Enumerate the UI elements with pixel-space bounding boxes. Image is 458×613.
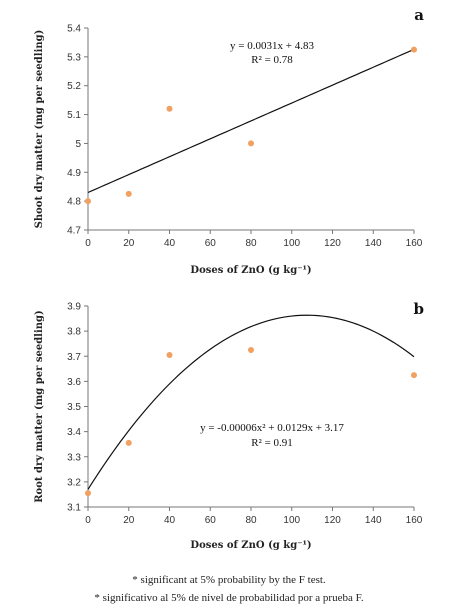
data-point bbox=[125, 439, 132, 446]
x-tick-label: 80 bbox=[245, 515, 257, 526]
y-tick-label: 3.7 bbox=[67, 352, 81, 363]
regression-equation: y = 0.0031x + 4.83 bbox=[230, 40, 314, 52]
data-point bbox=[411, 46, 417, 53]
x-tick-label: 140 bbox=[365, 515, 382, 526]
y-axis-title: Root dry matter (mg per seedling) bbox=[34, 310, 45, 503]
x-tick-label: 120 bbox=[324, 515, 341, 526]
x-tick-label: 160 bbox=[406, 238, 423, 249]
r-squared: R² = 0.91 bbox=[251, 437, 293, 449]
x-tick-label: 60 bbox=[205, 515, 217, 526]
data-point bbox=[125, 190, 132, 197]
y-tick-label: 5.3 bbox=[67, 52, 81, 63]
x-tick-label: 20 bbox=[123, 515, 135, 526]
y-tick-label: 4.7 bbox=[67, 226, 81, 237]
x-tick-label: 160 bbox=[406, 515, 423, 526]
footnote-spanish: * significativo al 5% de nivel de probab… bbox=[94, 592, 364, 604]
data-point bbox=[85, 198, 91, 205]
data-point bbox=[248, 346, 254, 353]
y-tick-label: 3.3 bbox=[67, 452, 81, 463]
data-point bbox=[166, 351, 173, 358]
data-point bbox=[248, 140, 254, 147]
data-point bbox=[411, 372, 417, 379]
y-tick-label: 5 bbox=[75, 139, 81, 150]
y-tick-label: 5.1 bbox=[67, 110, 81, 121]
y-tick-label: 3.8 bbox=[67, 327, 81, 338]
x-tick-label: 80 bbox=[245, 238, 257, 249]
y-tick-label: 3.1 bbox=[67, 503, 81, 514]
r-squared: R² = 0.78 bbox=[251, 54, 293, 66]
y-tick-label: 5.2 bbox=[67, 81, 81, 92]
x-tick-label: 120 bbox=[324, 238, 341, 249]
x-tick-label: 40 bbox=[164, 515, 176, 526]
x-tick-label: 100 bbox=[283, 515, 300, 526]
x-tick-label: 0 bbox=[85, 238, 91, 249]
y-tick-label: 4.8 bbox=[67, 197, 81, 208]
y-tick-label: 3.5 bbox=[67, 402, 81, 413]
trend-line bbox=[87, 314, 415, 490]
trend-line bbox=[87, 48, 415, 194]
footnote-english: * significant at 5% probability by the F… bbox=[132, 574, 326, 586]
regression-equation: y = -0.00006x² + 0.0129x + 3.17 bbox=[200, 422, 344, 434]
panel-label: a bbox=[414, 6, 424, 24]
y-axis-title: Shoot dry matter (mg per seedling) bbox=[34, 30, 45, 229]
data-point bbox=[166, 105, 173, 112]
y-tick-label: 3.9 bbox=[67, 302, 81, 313]
x-tick-label: 40 bbox=[164, 238, 176, 249]
x-tick-label: 140 bbox=[365, 238, 382, 249]
y-tick-label: 4.9 bbox=[67, 168, 81, 179]
y-tick-label: 3.2 bbox=[67, 477, 81, 488]
x-tick-label: 100 bbox=[283, 238, 300, 249]
y-tick-label: 3.6 bbox=[67, 377, 81, 388]
x-tick-label: 0 bbox=[85, 515, 91, 526]
x-axis-title: Doses of ZnO (g kg⁻¹) bbox=[190, 540, 311, 551]
x-tick-label: 60 bbox=[205, 238, 217, 249]
y-tick-label: 5.4 bbox=[67, 24, 81, 35]
data-point bbox=[85, 490, 91, 497]
x-axis-title: Doses of ZnO (g kg⁻¹) bbox=[190, 265, 311, 276]
y-tick-label: 3.4 bbox=[67, 427, 81, 438]
panel-label: b bbox=[414, 300, 425, 318]
x-tick-label: 20 bbox=[123, 238, 135, 249]
